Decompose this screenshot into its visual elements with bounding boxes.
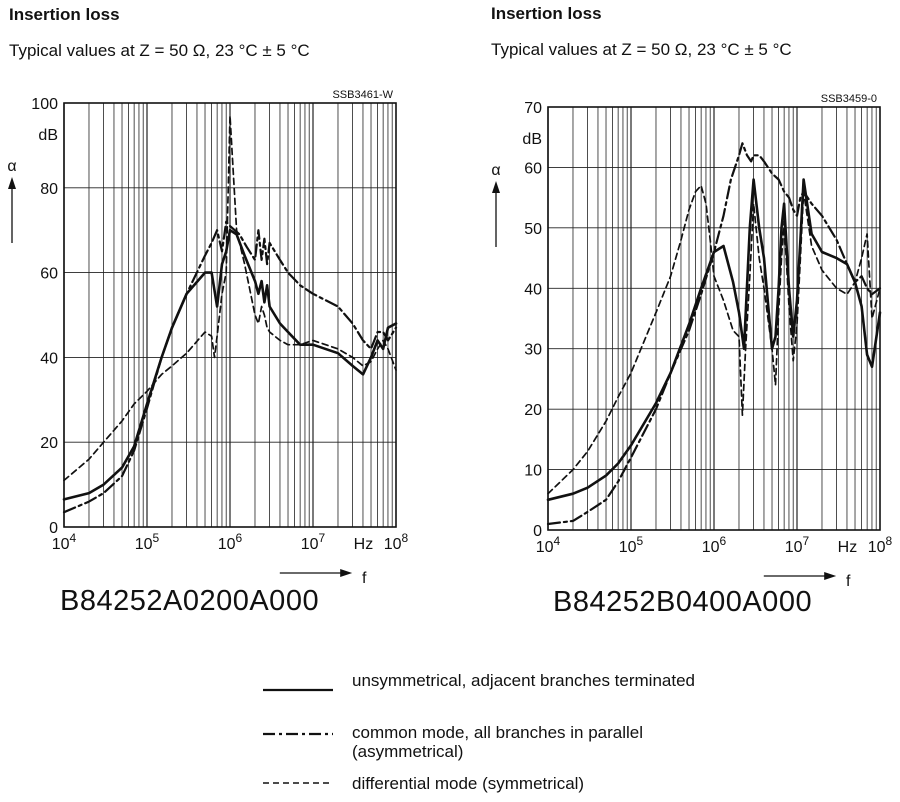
chart2-ytick-label: 50	[524, 221, 542, 238]
chart2-xtick-label: 108	[868, 534, 893, 556]
chart2-ytick-label: 70	[524, 100, 542, 117]
chart2-ylabel: α	[491, 162, 500, 179]
chart1-series-dash-dot	[62, 220, 398, 514]
chart2-ytick-label: 30	[524, 342, 542, 359]
chart1-ytick-label: 40	[40, 350, 58, 367]
chart2-plot: 0 10 20 30 40 50 60 70 dB α 104 105 106 107 108 Hz f SSB3…	[491, 93, 892, 590]
chart2-code: SSB3459-0	[821, 93, 877, 105]
chart1-part-number: B84252A0200A000	[60, 585, 320, 617]
chart2-subtitle: Typical values at Z = 50 Ω, 23 °C ± 5 °C	[491, 40, 792, 59]
chart2-title: Insertion loss	[491, 4, 602, 23]
chart2-xtick-label: 105	[619, 534, 644, 556]
chart1-title: Insertion loss	[9, 5, 120, 24]
chart2-yarrow-icon	[492, 181, 500, 193]
chart2-ytick-label: 40	[524, 281, 542, 298]
legend-item-dash-dot: common mode, all branches in parallel (a…	[352, 723, 644, 761]
chart1-xtick-label: 107	[301, 531, 326, 553]
legend-item-dashed: differential mode (symmetrical)	[352, 774, 585, 793]
chart2-xarrow-icon	[824, 572, 837, 580]
chart1-ylabel: α	[7, 158, 16, 175]
chart2-xtick-label: 107	[785, 534, 810, 556]
chart1-ytick-label: 60	[40, 266, 58, 283]
chart2-xlabel: f	[846, 573, 851, 590]
chart1-xtick-label: 106	[218, 531, 243, 553]
chart2-series-dashed	[547, 184, 881, 495]
chart2-ytick-label: 60	[524, 160, 542, 177]
chart1-xlabel: f	[362, 570, 367, 587]
chart1-ytick-label: 100	[31, 96, 58, 113]
chart2-xunit: Hz	[838, 539, 858, 556]
chart1-xarrow-icon	[340, 569, 353, 577]
legend-lines	[263, 688, 333, 784]
chart2-xtick-label: 106	[702, 534, 727, 556]
chart1-xtick-label: 104	[52, 531, 77, 553]
chart1-xtick-label: 105	[135, 531, 160, 553]
chart1-yunit: dB	[38, 127, 58, 144]
chart1-plot: 0 20 40 60 80 100 dB α 104 105 106 107 108 Hz f SSB3461…	[7, 89, 408, 587]
chart1-yarrow-icon	[8, 177, 16, 189]
chart1-code: SSB3461-W	[332, 89, 393, 101]
chart1-xunit: Hz	[354, 536, 374, 553]
chart2-ytick-label: 0	[533, 523, 542, 540]
chart1-xtick-label: 108	[384, 531, 409, 553]
chart1-frame	[63, 102, 397, 528]
chart2-series-solid	[546, 178, 882, 502]
chart2-ytick-label: 10	[524, 463, 542, 480]
chart2-ytick-label: 20	[524, 402, 542, 419]
chart1-series-dashed	[63, 114, 397, 482]
chart1-ytick-label: 80	[40, 181, 58, 198]
chart2-part-number: B84252B0400A000	[553, 586, 813, 618]
chart1-ytick-label: 0	[49, 520, 58, 537]
chart2-xtick-label: 104	[536, 534, 561, 556]
chart2-yunit: dB	[522, 131, 542, 148]
legend-item-solid: unsymmetrical, adjacent branches termina…	[352, 671, 695, 690]
chart1-ytick-label: 20	[40, 435, 58, 452]
chart2-series-dash-dot	[546, 142, 882, 526]
chart1-subtitle: Typical values at Z = 50 Ω, 23 °C ± 5 °C	[9, 41, 310, 60]
